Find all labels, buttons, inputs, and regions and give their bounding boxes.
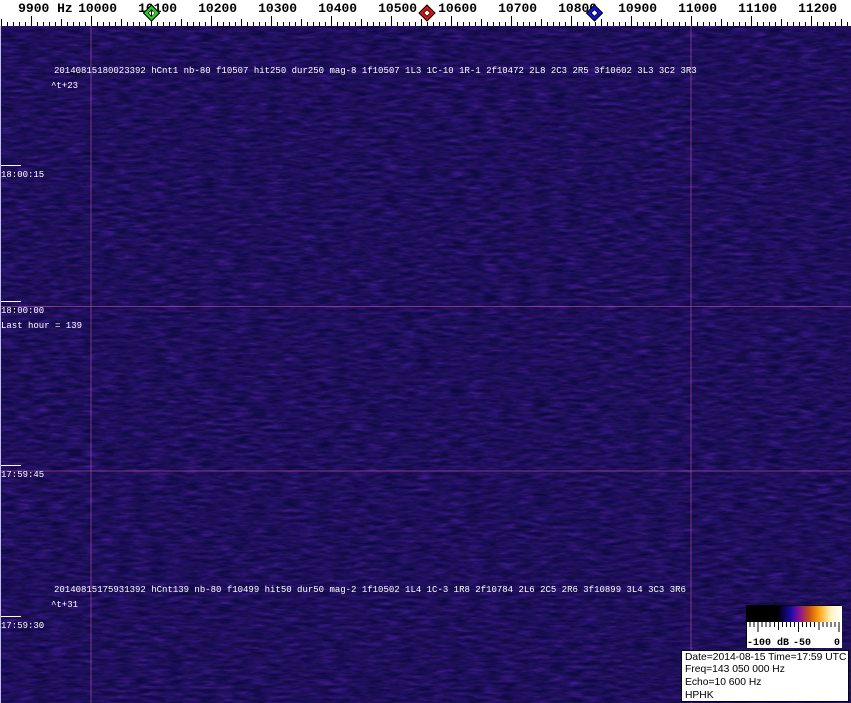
- svg-text:0: 0: [834, 638, 840, 648]
- svg-text:10700: 10700: [498, 1, 537, 16]
- svg-text:10000: 10000: [78, 1, 117, 16]
- svg-text:10500: 10500: [378, 1, 417, 16]
- svg-text:10400: 10400: [318, 1, 357, 16]
- svg-text:10200: 10200: [198, 1, 237, 16]
- svg-text:11000: 11000: [678, 1, 717, 16]
- svg-text:10600: 10600: [438, 1, 477, 16]
- svg-text:11100: 11100: [738, 1, 777, 16]
- svg-text:9900 Hz: 9900 Hz: [18, 1, 73, 16]
- svg-text:-50: -50: [793, 638, 811, 648]
- svg-text:10900: 10900: [618, 1, 657, 16]
- svg-text:10300: 10300: [258, 1, 297, 16]
- svg-text:11200: 11200: [798, 1, 837, 16]
- svg-text:-100 dB: -100 dB: [747, 637, 789, 648]
